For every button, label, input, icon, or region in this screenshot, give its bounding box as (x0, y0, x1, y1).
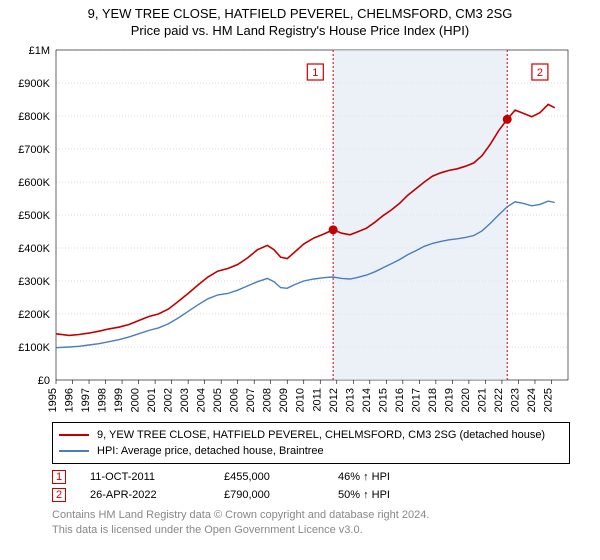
title-block: 9, YEW TREE CLOSE, HATFIELD PEVEREL, CHE… (0, 0, 600, 40)
svg-text:2002: 2002 (163, 388, 175, 412)
svg-text:2025: 2025 (542, 388, 554, 412)
svg-text:2003: 2003 (179, 388, 191, 412)
sale-points-table: 1 11-OCT-2011 £455,000 46% ↑ HPI 2 26-AP… (52, 468, 570, 504)
svg-text:2014: 2014 (361, 388, 373, 412)
svg-text:£800K: £800K (18, 111, 50, 123)
svg-text:2008: 2008 (262, 388, 274, 412)
sale-row: 1 11-OCT-2011 £455,000 46% ↑ HPI (52, 468, 570, 486)
legend-swatch-property (59, 434, 89, 436)
svg-text:1996: 1996 (64, 388, 76, 412)
svg-text:£100K: £100K (18, 342, 50, 354)
svg-text:£0: £0 (38, 375, 50, 387)
svg-text:1995: 1995 (47, 388, 59, 412)
svg-text:2000: 2000 (130, 388, 142, 412)
sale-date: 11-OCT-2011 (90, 471, 200, 483)
svg-text:2024: 2024 (526, 388, 538, 412)
svg-text:2013: 2013 (344, 388, 356, 412)
legend-box: 9, YEW TREE CLOSE, HATFIELD PEVEREL, CHE… (52, 422, 570, 464)
svg-text:2022: 2022 (493, 388, 505, 412)
sale-price: £790,000 (224, 489, 314, 501)
sale-date: 26-APR-2022 (90, 489, 200, 501)
svg-text:1997: 1997 (80, 388, 92, 412)
svg-text:2011: 2011 (311, 388, 323, 412)
legend-label-hpi: HPI: Average price, detached house, Brai… (97, 445, 324, 457)
svg-text:2018: 2018 (427, 388, 439, 412)
svg-text:£200K: £200K (18, 309, 50, 321)
sale-row: 2 26-APR-2022 £790,000 50% ↑ HPI (52, 486, 570, 504)
footer-attribution: Contains HM Land Registry data © Crown c… (52, 508, 570, 538)
chart-container: 9, YEW TREE CLOSE, HATFIELD PEVEREL, CHE… (0, 0, 600, 560)
svg-text:2009: 2009 (278, 388, 290, 412)
svg-text:£400K: £400K (18, 243, 50, 255)
legend-swatch-hpi (59, 450, 89, 452)
legend-label-property: 9, YEW TREE CLOSE, HATFIELD PEVEREL, CHE… (97, 429, 545, 441)
svg-text:1999: 1999 (113, 388, 125, 412)
svg-text:2006: 2006 (229, 388, 241, 412)
sale-price: £455,000 (224, 471, 314, 483)
svg-text:2007: 2007 (245, 388, 257, 412)
svg-text:£1M: £1M (29, 45, 50, 57)
legend-row-hpi: HPI: Average price, detached house, Brai… (59, 443, 563, 459)
svg-text:2: 2 (537, 67, 543, 79)
sale-hpi-delta: 46% ↑ HPI (338, 471, 428, 483)
svg-text:2023: 2023 (509, 388, 521, 412)
svg-text:£300K: £300K (18, 276, 50, 288)
chart-plot-area: £0 £100K £200K £300K £400K £500K £600K £700K £80… (6, 44, 576, 416)
svg-text:2019: 2019 (443, 388, 455, 412)
svg-text:£900K: £900K (18, 78, 50, 90)
svg-text:2001: 2001 (146, 388, 158, 412)
svg-text:£700K: £700K (18, 144, 50, 156)
svg-text:2017: 2017 (410, 388, 422, 412)
svg-text:1: 1 (312, 67, 318, 79)
sale-hpi-delta: 50% ↑ HPI (338, 489, 428, 501)
svg-text:2016: 2016 (394, 388, 406, 412)
svg-text:2021: 2021 (476, 388, 488, 412)
svg-text:2005: 2005 (212, 388, 224, 412)
svg-text:2004: 2004 (196, 388, 208, 412)
sale-marker-icon: 1 (52, 470, 66, 484)
svg-text:2012: 2012 (328, 388, 340, 412)
svg-text:£500K: £500K (18, 210, 50, 222)
chart-title-main: 9, YEW TREE CLOSE, HATFIELD PEVEREL, CHE… (0, 6, 600, 21)
chart-svg: £0 £100K £200K £300K £400K £500K £600K £700K £80… (6, 44, 576, 416)
svg-text:2015: 2015 (377, 388, 389, 412)
footer-line: Contains HM Land Registry data © Crown c… (52, 508, 570, 523)
legend-row-property: 9, YEW TREE CLOSE, HATFIELD PEVEREL, CHE… (59, 427, 563, 443)
svg-text:£600K: £600K (18, 177, 50, 189)
svg-text:1998: 1998 (97, 388, 109, 412)
sale-marker-icon: 2 (52, 488, 66, 502)
svg-text:2020: 2020 (460, 388, 472, 412)
footer-line: This data is licensed under the Open Gov… (52, 523, 570, 538)
svg-text:2010: 2010 (295, 388, 307, 412)
chart-title-sub: Price paid vs. HM Land Registry's House … (0, 23, 600, 38)
